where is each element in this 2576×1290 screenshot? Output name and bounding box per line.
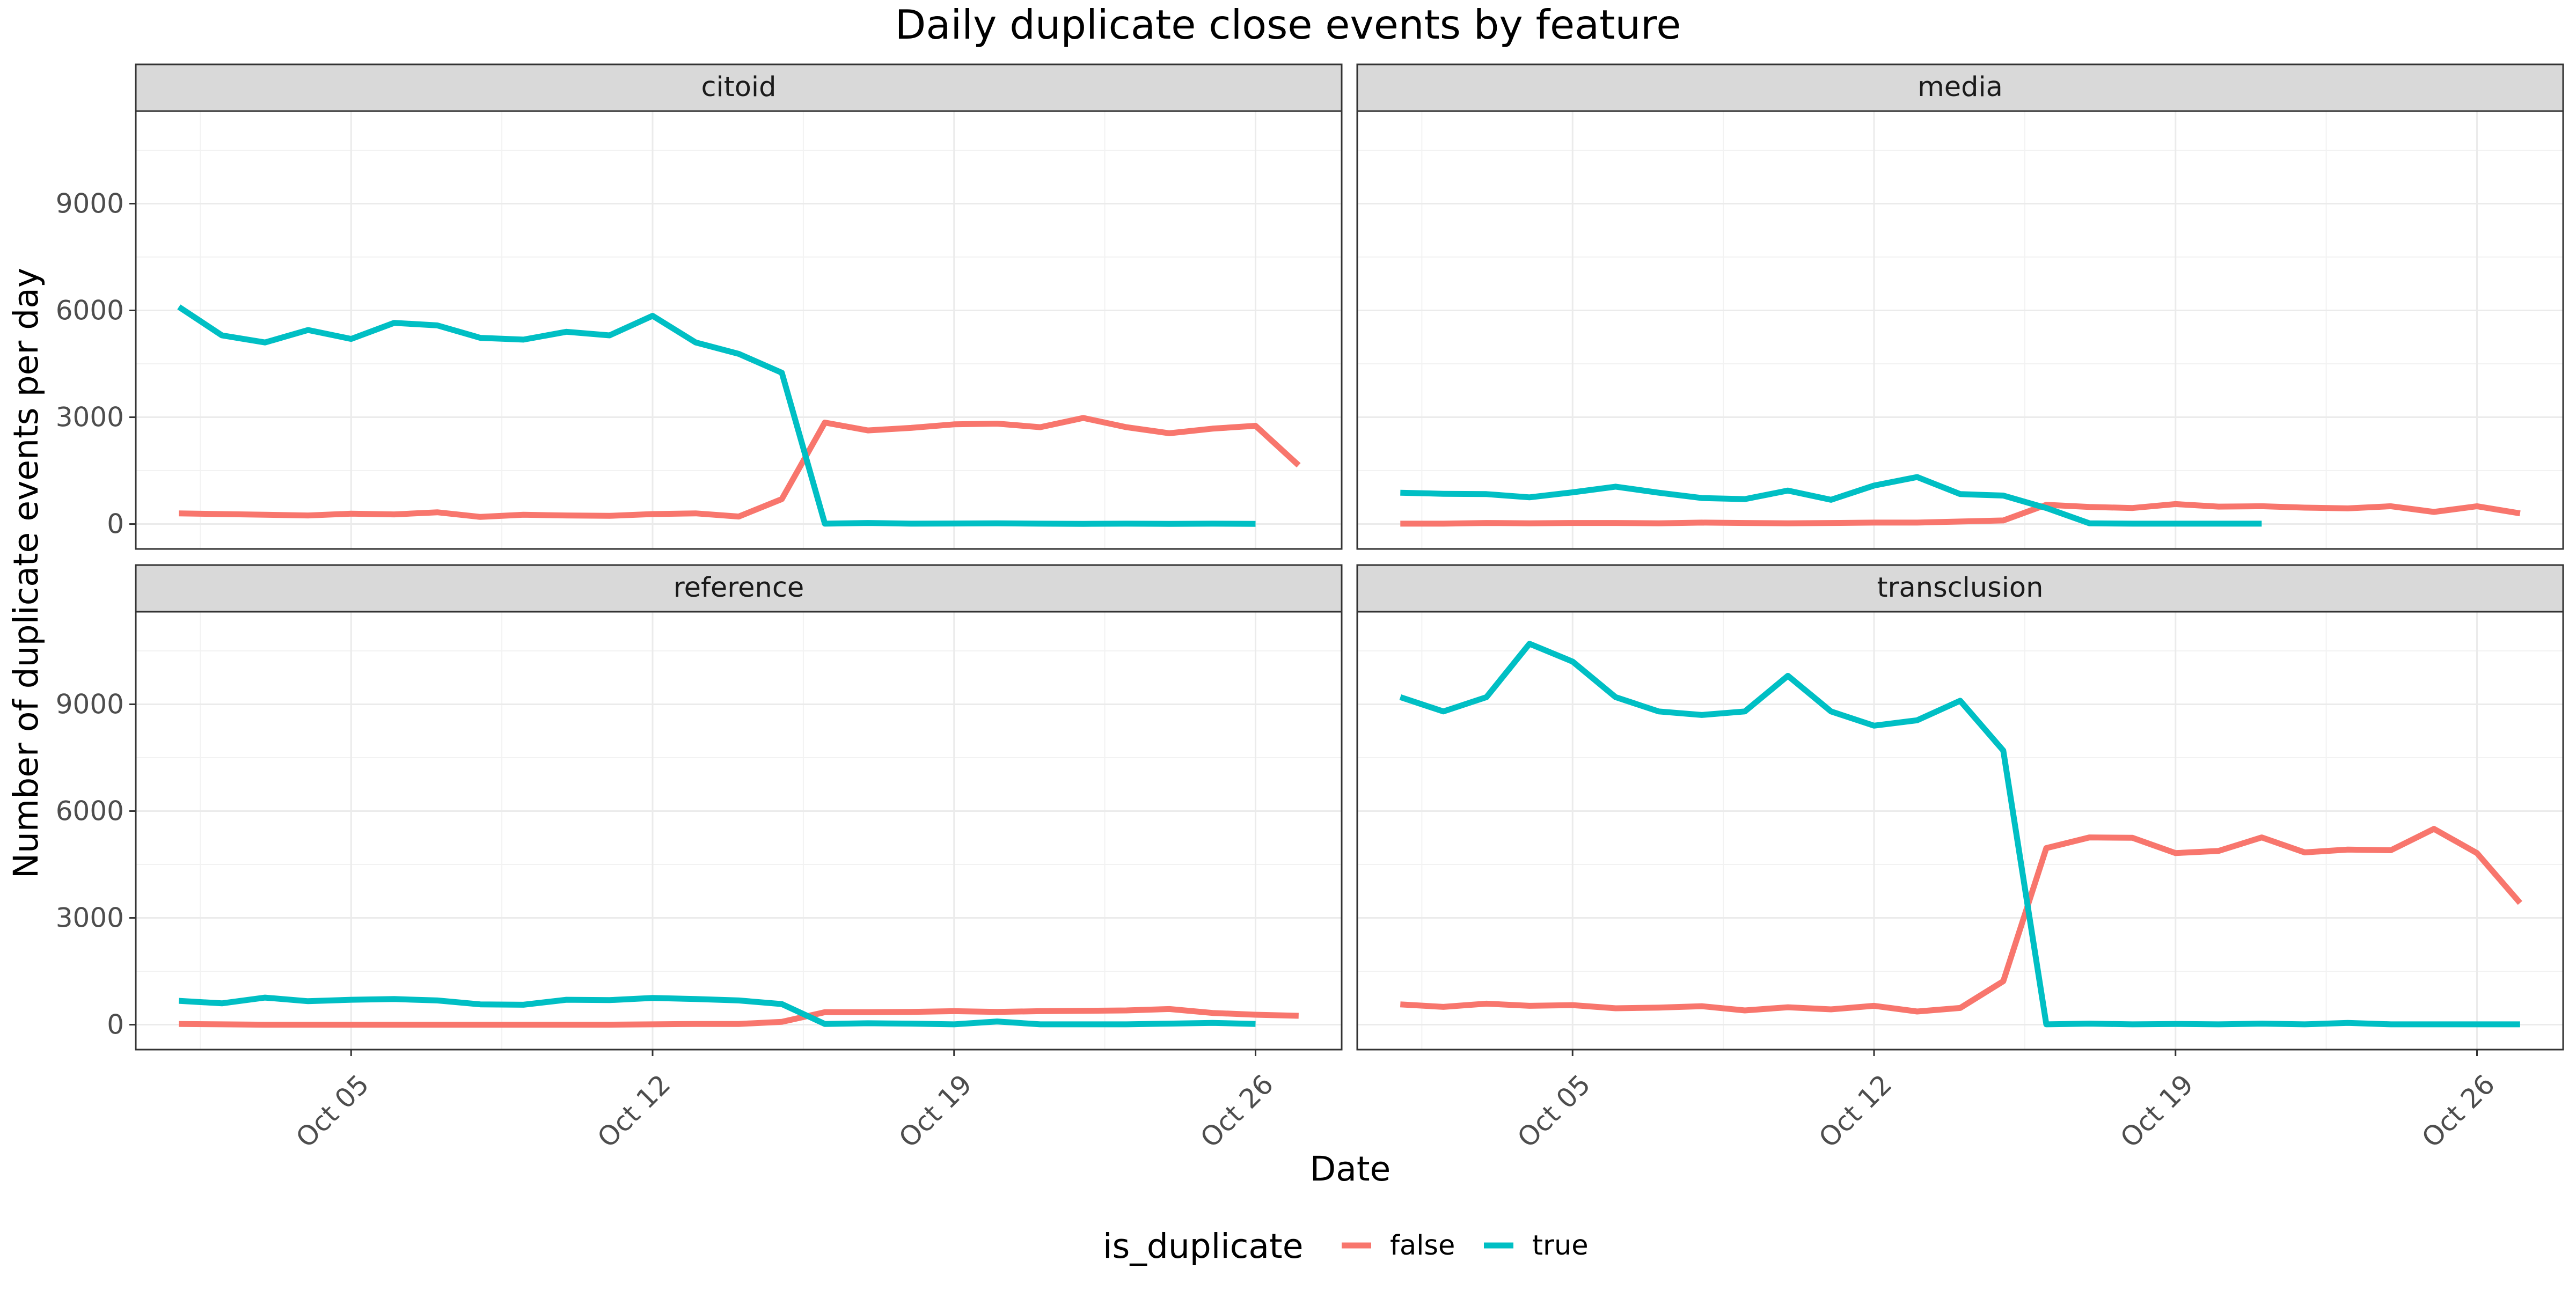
y-tick-label: 3000: [56, 903, 124, 934]
series-line-true: [178, 994, 1256, 1028]
x-axis-title: Date: [1310, 1149, 1391, 1189]
panel-border: [1356, 110, 2564, 550]
legend-label: false: [1390, 1230, 1455, 1262]
legend-item-false: false: [1342, 1230, 1455, 1262]
legend-title: is_duplicate: [1103, 1227, 1303, 1266]
y-tick-label: 9000: [56, 188, 124, 219]
y-tick-label: 6000: [56, 796, 124, 827]
series-line-false: [1400, 826, 2522, 1015]
panel-background: [1357, 111, 2563, 549]
facet-strip-label: transclusion: [1877, 572, 2044, 604]
chart-title: Daily duplicate close events by feature: [895, 1, 1681, 48]
legend: is_duplicate false true: [1103, 1227, 1589, 1266]
y-tick-label: 9000: [56, 688, 124, 720]
series-line-true: [1399, 641, 2520, 1028]
panel-background: [136, 111, 1342, 549]
series-line-true: [1400, 474, 2262, 527]
panel-border: [135, 611, 1343, 1051]
panel-border: [1356, 611, 2564, 1051]
panel-border: [135, 110, 1343, 550]
y-tick-label: 0: [107, 1009, 124, 1040]
panel-media: media: [1356, 63, 2564, 550]
series-line-false: [1400, 501, 2521, 527]
series-line-false: [179, 415, 1301, 520]
facet-strip-label: media: [1918, 71, 2003, 103]
y-axis-title: Number of duplicate events per day: [6, 268, 46, 878]
legend-label: true: [1532, 1230, 1589, 1262]
series-line-false: [179, 1006, 1299, 1028]
panel-background: [1357, 612, 2563, 1050]
facet-strip-label: citoid: [701, 71, 777, 103]
series-line-true: [177, 304, 1256, 527]
facet-strip: [135, 63, 1343, 112]
facet-panels: citoid 0 3000 6000 9000 media reference 0 3000 60…: [56, 63, 2564, 1154]
y-tick-label: 0: [107, 509, 124, 540]
y-tick-label: 3000: [56, 402, 124, 433]
facet-strip-label: reference: [674, 572, 804, 604]
y-tick-label: 6000: [56, 295, 124, 326]
panel-citoid: citoid 0 3000 6000 9000: [56, 63, 1343, 550]
legend-item-true: true: [1484, 1230, 1589, 1262]
panel-background: [136, 612, 1342, 1050]
facet-strip: [135, 564, 1343, 613]
